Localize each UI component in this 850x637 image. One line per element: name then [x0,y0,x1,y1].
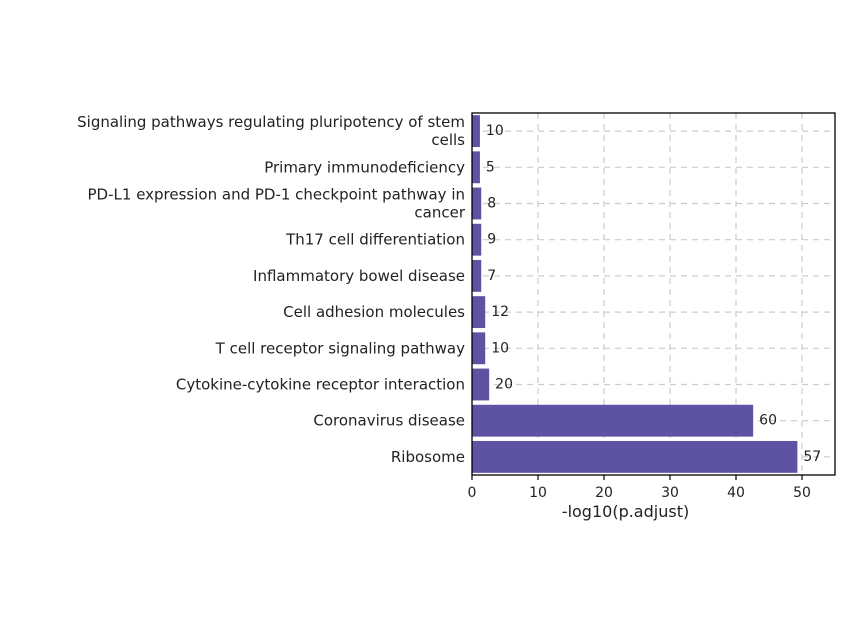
category-label: Cytokine-cytokine receptor interaction [176,376,465,394]
bar-value-label: 57 [803,449,821,465]
bar [472,259,482,292]
category-labels: Ribosome Coronavirus disease Cytokine-cyto… [77,113,466,466]
bars [472,115,798,473]
category-label: Inflammatory bowel disease [253,267,465,285]
bar [472,368,490,401]
category-label: Ribosome [391,448,465,466]
bar [472,151,480,184]
x-tick-label: 30 [661,485,679,501]
x-tick-label: 50 [793,485,811,501]
x-axis-title: -log10(p.adjust) [562,502,689,521]
category-label: T cell receptor signaling pathway [215,339,465,357]
bar-labels: 57 60 20 10 12 7 9 8 5 10 [486,123,821,465]
category-label: Signaling pathways regulating pluripoten… [77,113,465,149]
category-label: Cell adhesion molecules [283,303,465,321]
plot-frame [471,112,836,476]
bar-value-label: 20 [495,377,513,393]
bar [472,223,482,256]
bar-value-label: 5 [486,159,495,175]
x-tick-label: 20 [595,485,613,501]
x-tick-label: 0 [468,485,477,501]
bar [472,115,480,148]
category-label: PD-L1 expression and PD-1 checkpoint pat… [88,186,466,222]
bar-value-label: 12 [491,304,509,320]
category-label: Th17 cell differentiation [285,231,465,249]
x-tick-label: 40 [727,485,745,501]
bar-value-label: 7 [487,268,496,284]
category-label: Primary immunodeficiency [264,158,465,176]
x-axis-ticks: 0 10 20 30 40 50 [468,475,811,501]
category-label: Coronavirus disease [313,412,465,430]
bar-value-label: 8 [487,196,496,212]
bar-value-label: 9 [487,232,496,248]
x-tick-label: 10 [529,485,547,501]
bar-value-label: 10 [491,340,509,356]
bar [472,440,798,473]
bar [472,404,754,437]
bar [472,187,482,220]
bar-value-label: 60 [759,413,777,429]
bar [472,296,486,329]
bar [472,332,486,365]
bar-value-label: 10 [486,123,504,139]
grid-layer [471,113,835,475]
